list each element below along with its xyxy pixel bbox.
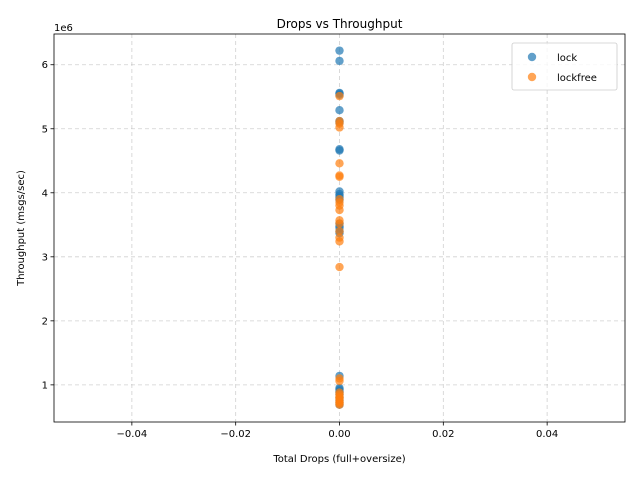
point-lockfree bbox=[335, 400, 344, 409]
legend-marker-lock bbox=[527, 52, 537, 62]
x-axis-ticks: −0.04 −0.02 0.00 0.02 0.04 bbox=[117, 422, 558, 440]
legend-box bbox=[511, 42, 618, 91]
y-axis-offset-label: 1e6 bbox=[54, 23, 73, 34]
point-lock bbox=[335, 46, 344, 55]
x-tick-label: 0.00 bbox=[328, 429, 350, 440]
point-lock bbox=[335, 146, 344, 155]
point-lockfree bbox=[335, 219, 344, 228]
legend-label-lock: lock bbox=[557, 53, 577, 64]
legend: lock lockfree bbox=[511, 42, 618, 91]
y-tick-label: 2 bbox=[42, 316, 48, 327]
x-tick-label: 0.04 bbox=[536, 429, 558, 440]
x-axis-label: Total Drops (full+oversize) bbox=[272, 454, 405, 465]
point-lockfree bbox=[335, 91, 344, 101]
data-points bbox=[335, 46, 344, 409]
point-lockfree bbox=[335, 376, 344, 386]
y-tick-label: 5 bbox=[42, 124, 48, 135]
x-tick-label: −0.04 bbox=[117, 429, 148, 440]
point-lockfree bbox=[335, 237, 344, 246]
point-lockfree bbox=[335, 123, 344, 132]
y-tick-label: 6 bbox=[42, 60, 48, 71]
y-axis-label: Throughput (msgs/sec) bbox=[16, 170, 27, 287]
x-tick-label: 0.02 bbox=[432, 429, 454, 440]
y-tick-label: 1 bbox=[42, 380, 48, 391]
point-lock bbox=[335, 105, 344, 115]
point-lock bbox=[335, 56, 344, 66]
y-tick-label: 4 bbox=[42, 188, 48, 199]
chart-title: Drops vs Throughput bbox=[277, 17, 403, 31]
point-lockfree bbox=[335, 227, 344, 236]
legend-label-lockfree: lockfree bbox=[557, 73, 597, 84]
point-lockfree bbox=[335, 262, 344, 272]
y-axis-ticks: 1 2 3 4 5 6 bbox=[42, 60, 54, 391]
legend-marker-lockfree bbox=[527, 72, 537, 82]
point-lockfree bbox=[335, 205, 344, 215]
grid bbox=[54, 34, 625, 422]
y-tick-label: 3 bbox=[42, 252, 48, 263]
point-lockfree bbox=[335, 172, 344, 181]
x-tick-label: −0.02 bbox=[220, 429, 251, 440]
point-lockfree bbox=[335, 159, 344, 168]
